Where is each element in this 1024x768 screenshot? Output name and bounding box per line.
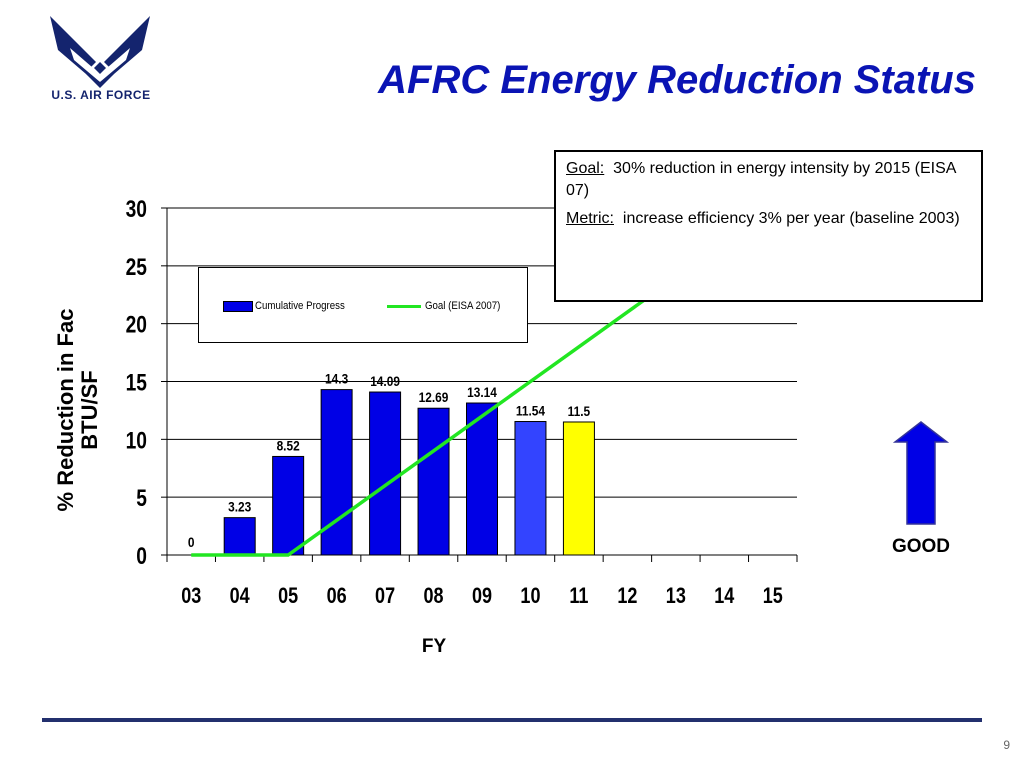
page-title: AFRC Energy Reduction Status bbox=[378, 58, 976, 102]
x-tick-label: 06 bbox=[327, 584, 347, 608]
x-tick-label: 04 bbox=[230, 584, 251, 608]
y-tick-label: 20 bbox=[126, 311, 147, 339]
x-tick-label: 13 bbox=[666, 584, 686, 608]
bar-data-label: 14.3 bbox=[325, 371, 348, 387]
bar-data-label: 12.69 bbox=[419, 389, 449, 405]
bar-data-label: 8.52 bbox=[277, 438, 300, 454]
bar bbox=[223, 517, 256, 556]
bar-data-label: 11.5 bbox=[568, 403, 590, 419]
legend-swatch-bar bbox=[223, 300, 253, 312]
x-tick-label: 08 bbox=[424, 584, 444, 608]
goal-text: 30% reduction in energy intensity by 201… bbox=[566, 160, 956, 199]
x-axis-label: FY bbox=[421, 636, 447, 657]
y-tick-label: 10 bbox=[126, 426, 147, 454]
goal-statement: Goal: 30% reduction in energy intensity … bbox=[566, 158, 971, 202]
y-tick-label: 30 bbox=[126, 195, 147, 223]
y-tick-label: 0 bbox=[136, 542, 147, 570]
bar bbox=[417, 407, 450, 556]
x-tick-label: 05 bbox=[278, 584, 298, 608]
x-tick-label: 10 bbox=[520, 584, 540, 608]
bar-data-label: 11.54 bbox=[516, 403, 546, 419]
footer-rule bbox=[42, 718, 982, 722]
bar-data-label: 13.14 bbox=[467, 384, 497, 400]
air-force-logo bbox=[50, 16, 150, 88]
x-tick-label: 09 bbox=[472, 584, 492, 608]
y-tick-label: 5 bbox=[136, 484, 147, 512]
metric-statement: Metric: increase efficiency 3% per year … bbox=[566, 208, 971, 230]
x-tick-label: 03 bbox=[181, 584, 201, 608]
page-number: 9 bbox=[1003, 738, 1010, 752]
goal-metric-box: Goal: 30% reduction in energy intensity … bbox=[554, 150, 983, 302]
legend-item-goal: Goal (EISA 2007) bbox=[387, 300, 511, 312]
x-tick-label: 15 bbox=[763, 584, 783, 608]
y-tick-label: 15 bbox=[126, 368, 147, 396]
metric-text: increase efficiency 3% per year (baselin… bbox=[622, 210, 960, 227]
metric-label: Metric: bbox=[566, 210, 614, 227]
bar bbox=[562, 421, 595, 556]
legend-item-cumulative-progress: Cumulative Progress bbox=[223, 300, 357, 312]
bar bbox=[272, 455, 305, 556]
y-axis-label-line-2: BTU/SF bbox=[77, 370, 102, 450]
bar-data-label: 14.09 bbox=[370, 373, 400, 389]
bar-data-label: 0 bbox=[188, 534, 195, 550]
x-tick-label: 14 bbox=[714, 584, 735, 608]
bar-data-label: 3.23 bbox=[228, 499, 251, 515]
y-tick-label: 25 bbox=[126, 253, 147, 281]
x-tick-label: 11 bbox=[569, 584, 588, 608]
x-tick-label: 12 bbox=[617, 584, 637, 608]
good-label: GOOD bbox=[891, 536, 951, 557]
bar bbox=[514, 421, 547, 556]
legend-swatch-line bbox=[387, 304, 421, 308]
legend-label: Cumulative Progress bbox=[255, 300, 345, 312]
chart-legend: Cumulative Progress Goal (EISA 2007) bbox=[198, 267, 528, 343]
bar bbox=[466, 402, 498, 556]
up-arrow-icon bbox=[893, 421, 949, 525]
bar bbox=[369, 391, 402, 556]
y-axis-label-line-1: % Reduction in Fac bbox=[53, 308, 78, 512]
goal-label: Goal: bbox=[566, 160, 605, 177]
x-tick-label: 07 bbox=[375, 584, 395, 608]
logo-text: U.S. AIR FORCE bbox=[51, 88, 151, 102]
legend-label: Goal (EISA 2007) bbox=[425, 300, 501, 312]
